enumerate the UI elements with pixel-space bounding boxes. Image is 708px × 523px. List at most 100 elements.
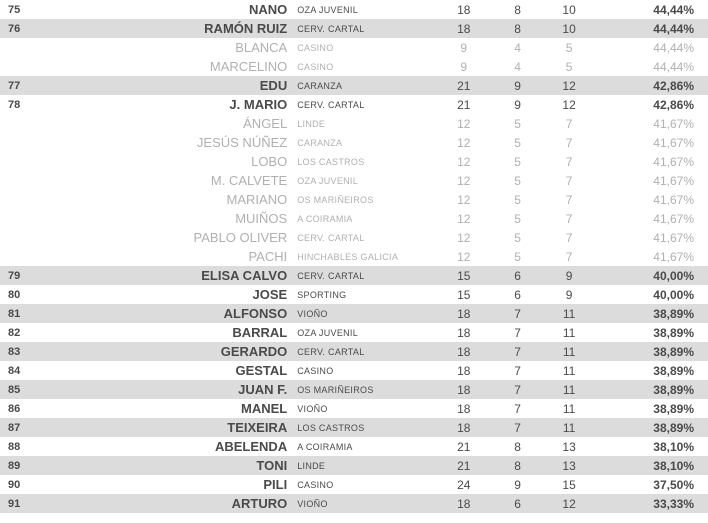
cell-n2: 4: [493, 41, 542, 55]
cell-n1: 9: [434, 60, 493, 74]
table-row: 81ALFONSOVIOÑO1871138,89%: [0, 304, 708, 323]
cell-team: CARANZA: [297, 138, 434, 148]
cell-n1: 21: [434, 440, 493, 454]
cell-name: JOSE: [47, 287, 297, 302]
cell-team: LOS CASTROS: [297, 157, 434, 167]
table-row: 88ABELENDAA COIRAMIA2181338,10%: [0, 437, 708, 456]
cell-n1: 12: [434, 136, 493, 150]
table-row: MARIANOOS MARIÑEIROS125741,67%: [0, 190, 708, 209]
cell-rank: 86: [0, 403, 47, 415]
table-row: 78J. MARIOCERV. CARTAL2191242,86%: [0, 95, 708, 114]
table-row: M. CALVETEOZA JUVENIL125741,67%: [0, 171, 708, 190]
cell-rank: 85: [0, 384, 47, 396]
cell-pct: 38,89%: [596, 402, 708, 416]
cell-n1: 21: [434, 459, 493, 473]
cell-n2: 5: [493, 231, 542, 245]
table-row: LOBOLOS CASTROS125741,67%: [0, 152, 708, 171]
cell-n1: 9: [434, 41, 493, 55]
cell-n3: 9: [542, 288, 596, 302]
table-row: 75NANOOZA JUVENIL1881044,44%: [0, 0, 708, 19]
cell-n1: 24: [434, 478, 493, 492]
cell-team: CASINO: [297, 480, 434, 490]
cell-pct: 41,67%: [596, 155, 708, 169]
cell-rank: 91: [0, 498, 47, 510]
cell-n2: 5: [493, 117, 542, 131]
cell-team: OZA JUVENIL: [297, 5, 434, 15]
cell-n2: 7: [493, 402, 542, 416]
cell-pct: 38,10%: [596, 459, 708, 473]
cell-pct: 37,50%: [596, 478, 708, 492]
cell-n2: 5: [493, 136, 542, 150]
cell-team: A COIRAMIA: [297, 214, 434, 224]
table-row: 85JUAN F.OS MARIÑEIROS1871138,89%: [0, 380, 708, 399]
cell-n2: 7: [493, 345, 542, 359]
cell-n1: 18: [434, 307, 493, 321]
cell-n2: 5: [493, 174, 542, 188]
cell-n3: 12: [542, 98, 596, 112]
cell-team: CERV. CARTAL: [297, 233, 434, 243]
cell-pct: 44,44%: [596, 3, 708, 17]
cell-pct: 38,89%: [596, 364, 708, 378]
cell-pct: 40,00%: [596, 288, 708, 302]
cell-n2: 9: [493, 478, 542, 492]
cell-name: PABLO OLIVER: [47, 230, 297, 245]
cell-name: ÁNGEL: [47, 116, 297, 131]
cell-rank: 87: [0, 422, 47, 434]
cell-n3: 11: [542, 326, 596, 340]
cell-n1: 18: [434, 364, 493, 378]
cell-team: CASINO: [297, 366, 434, 376]
cell-pct: 44,44%: [596, 41, 708, 55]
table-row: 76RAMÓN RUIZCERV. CARTAL1881044,44%: [0, 19, 708, 38]
cell-team: CASINO: [297, 62, 434, 72]
cell-n1: 12: [434, 155, 493, 169]
cell-n2: 8: [493, 440, 542, 454]
cell-n1: 18: [434, 497, 493, 511]
table-row: 83GERARDOCERV. CARTAL1871138,89%: [0, 342, 708, 361]
table-row: 86MANELVIOÑO1871138,89%: [0, 399, 708, 418]
cell-name: PILI: [47, 477, 297, 492]
cell-n3: 7: [542, 174, 596, 188]
cell-n1: 18: [434, 421, 493, 435]
cell-n3: 11: [542, 383, 596, 397]
cell-name: MANEL: [47, 401, 297, 416]
cell-n3: 11: [542, 364, 596, 378]
cell-n3: 10: [542, 22, 596, 36]
cell-team: CERV. CARTAL: [297, 271, 434, 281]
cell-n3: 7: [542, 212, 596, 226]
cell-n2: 6: [493, 269, 542, 283]
cell-pct: 38,89%: [596, 345, 708, 359]
cell-team: CARANZA: [297, 81, 434, 91]
cell-name: ARTURO: [47, 496, 297, 511]
cell-n2: 6: [493, 288, 542, 302]
table-row: 80JOSESPORTING156940,00%: [0, 285, 708, 304]
cell-n2: 8: [493, 3, 542, 17]
cell-n2: 9: [493, 79, 542, 93]
cell-team: CERV. CARTAL: [297, 24, 434, 34]
cell-n3: 15: [542, 478, 596, 492]
cell-name: NANO: [47, 2, 297, 17]
cell-n1: 18: [434, 345, 493, 359]
cell-name: EDU: [47, 78, 297, 93]
table-row: PABLO OLIVERCERV. CARTAL125741,67%: [0, 228, 708, 247]
cell-pct: 38,89%: [596, 307, 708, 321]
cell-rank: 90: [0, 479, 47, 491]
cell-n3: 7: [542, 136, 596, 150]
cell-rank: 84: [0, 365, 47, 377]
cell-name: JESÚS NÚÑEZ: [47, 135, 297, 150]
table-row: 79ELISA CALVOCERV. CARTAL156940,00%: [0, 266, 708, 285]
cell-name: TEIXEIRA: [47, 420, 297, 435]
cell-name: BARRAL: [47, 325, 297, 340]
cell-pct: 44,44%: [596, 22, 708, 36]
cell-n3: 7: [542, 231, 596, 245]
cell-n2: 6: [493, 497, 542, 511]
cell-team: HINCHABLES GALICIA: [297, 252, 434, 262]
cell-name: BLANCA: [47, 40, 297, 55]
cell-rank: 83: [0, 346, 47, 358]
cell-name: J. MARIO: [47, 97, 297, 112]
cell-rank: 89: [0, 460, 47, 472]
cell-n3: 7: [542, 193, 596, 207]
table-row: 77EDUCARANZA2191242,86%: [0, 76, 708, 95]
cell-name: RAMÓN RUIZ: [47, 21, 297, 36]
cell-name: ABELENDA: [47, 439, 297, 454]
cell-name: MARIANO: [47, 192, 297, 207]
